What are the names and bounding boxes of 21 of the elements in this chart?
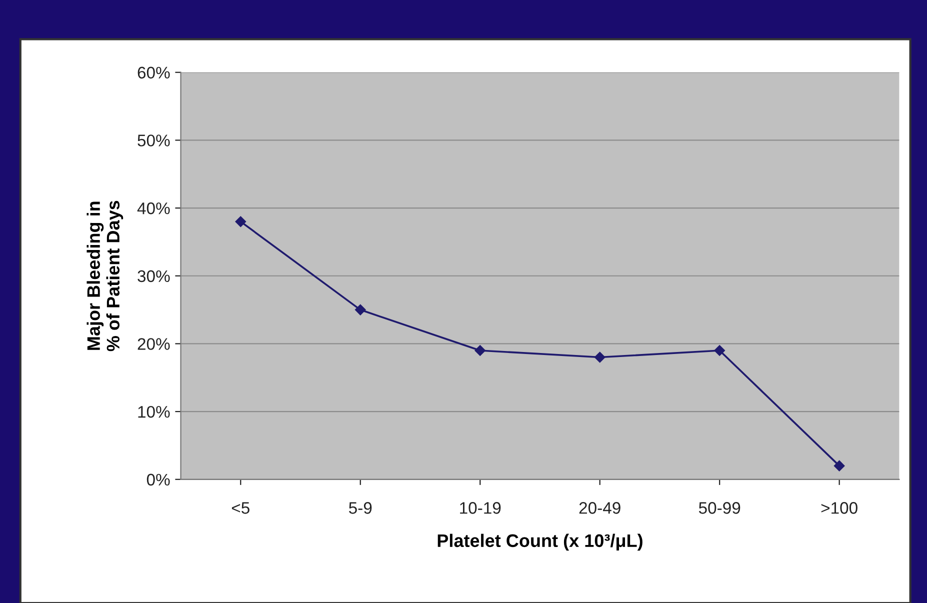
x-tick-label: <5 <box>232 502 250 514</box>
y-axis-title: Major Bleeding in % of Patient Days <box>86 200 124 352</box>
y-tick-label: 10% <box>138 406 170 418</box>
y-tick-label: 50% <box>138 134 170 146</box>
y-tick-label: 60% <box>138 66 170 79</box>
point <box>834 460 845 472</box>
y-tick-label: 0% <box>146 474 170 486</box>
y-tick-label: 40% <box>137 202 170 214</box>
x-tick-label: 10-19 <box>460 502 501 514</box>
x-tick-label: 50-99 <box>698 502 740 514</box>
x-axis-title: Platelet Count (x 10³/μL) <box>438 534 642 551</box>
x-tick-label: 5-9 <box>348 502 372 514</box>
point <box>594 352 606 363</box>
y-tick-label: 20% <box>138 338 170 350</box>
point <box>714 345 726 356</box>
point <box>235 216 246 228</box>
point <box>354 304 366 316</box>
y-tick-label: 30% <box>138 270 170 282</box>
x-tick-label: >100 <box>821 502 858 514</box>
x-tick-label: 20-49 <box>579 502 620 514</box>
point <box>474 345 486 356</box>
